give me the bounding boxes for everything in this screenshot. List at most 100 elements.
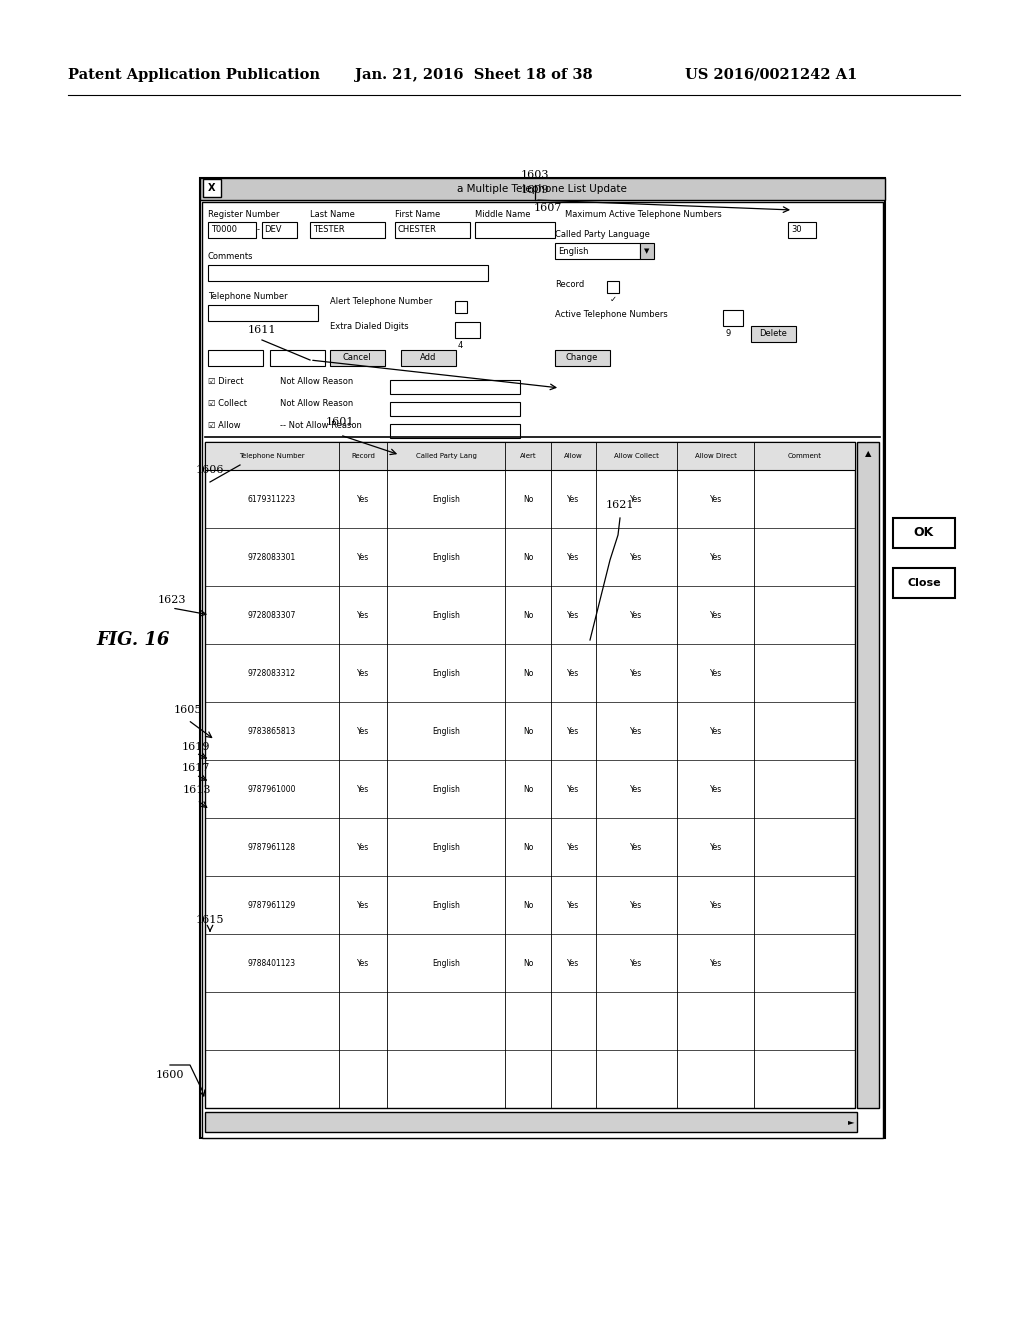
- Text: Last Name: Last Name: [310, 210, 355, 219]
- Text: 9: 9: [726, 330, 731, 338]
- Bar: [262, 222, 297, 238]
- Text: English: English: [432, 610, 460, 619]
- Text: ☑ Collect: ☑ Collect: [208, 399, 247, 408]
- Text: Yes: Yes: [567, 958, 580, 968]
- Text: English: English: [432, 958, 460, 968]
- Bar: [390, 424, 520, 438]
- Bar: [640, 243, 654, 259]
- Text: 9788401123: 9788401123: [248, 958, 296, 968]
- Bar: [205, 1111, 857, 1133]
- Text: 30: 30: [791, 226, 802, 235]
- Text: Delete: Delete: [759, 330, 786, 338]
- Text: 4: 4: [458, 342, 463, 351]
- Text: Maximum Active Telephone Numbers: Maximum Active Telephone Numbers: [565, 210, 722, 219]
- Text: 9787961000: 9787961000: [248, 784, 296, 793]
- Text: 1617: 1617: [182, 763, 210, 774]
- Text: Yes: Yes: [567, 842, 580, 851]
- Text: 9787961129: 9787961129: [248, 900, 296, 909]
- Text: Close: Close: [907, 578, 941, 587]
- Text: Comment: Comment: [787, 453, 821, 459]
- Text: Active Telephone Numbers: Active Telephone Numbers: [555, 310, 668, 319]
- Text: Yes: Yes: [710, 900, 722, 909]
- Text: Yes: Yes: [631, 958, 643, 968]
- Text: English: English: [558, 247, 589, 256]
- Text: Alert: Alert: [519, 453, 537, 459]
- Text: 9783865813: 9783865813: [248, 726, 296, 735]
- Bar: [202, 202, 883, 1138]
- Text: Yes: Yes: [357, 668, 370, 677]
- Bar: [857, 442, 879, 1107]
- Text: Yes: Yes: [567, 900, 580, 909]
- Text: Yes: Yes: [567, 784, 580, 793]
- Text: Yes: Yes: [567, 668, 580, 677]
- Text: ▼: ▼: [644, 248, 649, 253]
- Text: Yes: Yes: [631, 495, 643, 503]
- Bar: [788, 222, 816, 238]
- Bar: [200, 178, 885, 1138]
- Text: No: No: [523, 784, 534, 793]
- Text: 1621: 1621: [606, 500, 634, 510]
- Text: 1603: 1603: [521, 170, 549, 180]
- Text: -- Not Allow Reason: -- Not Allow Reason: [280, 421, 361, 430]
- Text: English: English: [432, 842, 460, 851]
- Text: 9728083307: 9728083307: [248, 610, 296, 619]
- Text: -: -: [257, 226, 260, 235]
- Text: Yes: Yes: [357, 726, 370, 735]
- Text: Patent Application Publication: Patent Application Publication: [68, 69, 319, 82]
- Text: Yes: Yes: [710, 553, 722, 561]
- Bar: [893, 517, 955, 548]
- Text: Yes: Yes: [567, 610, 580, 619]
- Text: Yes: Yes: [710, 495, 722, 503]
- Text: Alert Telephone Number: Alert Telephone Number: [330, 297, 432, 306]
- Bar: [202, 202, 883, 1138]
- Text: Yes: Yes: [631, 610, 643, 619]
- Bar: [751, 326, 796, 342]
- Bar: [555, 243, 640, 259]
- Bar: [893, 568, 955, 598]
- Bar: [330, 350, 385, 366]
- Bar: [390, 403, 520, 416]
- Text: ☑ Direct: ☑ Direct: [208, 378, 244, 385]
- Bar: [555, 350, 610, 366]
- Text: ✓: ✓: [609, 294, 616, 304]
- Text: TESTER: TESTER: [313, 226, 345, 235]
- Text: Allow: Allow: [564, 453, 583, 459]
- Bar: [455, 322, 480, 338]
- Text: Yes: Yes: [357, 900, 370, 909]
- Text: 1609: 1609: [521, 185, 549, 195]
- Text: 9787961128: 9787961128: [248, 842, 296, 851]
- Text: 1619: 1619: [181, 742, 210, 752]
- Text: 1601: 1601: [326, 417, 354, 426]
- Text: 1607: 1607: [534, 203, 562, 213]
- Bar: [475, 222, 555, 238]
- Text: ▲: ▲: [864, 450, 871, 458]
- Text: 9728083312: 9728083312: [248, 668, 296, 677]
- Text: Yes: Yes: [710, 610, 722, 619]
- Text: Called Party Lang: Called Party Lang: [416, 453, 477, 459]
- Text: Yes: Yes: [567, 553, 580, 561]
- Text: Yes: Yes: [631, 553, 643, 561]
- Text: Not Allow Reason: Not Allow Reason: [280, 378, 353, 385]
- Bar: [310, 222, 385, 238]
- Text: 1605: 1605: [174, 705, 203, 715]
- Bar: [205, 442, 855, 470]
- Text: Add: Add: [420, 354, 436, 363]
- Text: Yes: Yes: [357, 784, 370, 793]
- Text: Allow Collect: Allow Collect: [614, 453, 659, 459]
- Text: No: No: [523, 958, 534, 968]
- Text: ►: ►: [848, 1118, 854, 1126]
- Text: First Name: First Name: [395, 210, 440, 219]
- Text: Telephone Number: Telephone Number: [208, 292, 288, 301]
- Text: CHESTER: CHESTER: [398, 226, 437, 235]
- Text: 6179311223: 6179311223: [248, 495, 296, 503]
- Text: Yes: Yes: [567, 495, 580, 503]
- Text: ☑ Allow: ☑ Allow: [208, 421, 241, 430]
- Text: No: No: [523, 668, 534, 677]
- Text: Not Allow Reason: Not Allow Reason: [280, 399, 353, 408]
- Text: Telephone Number: Telephone Number: [240, 453, 305, 459]
- Text: English: English: [432, 553, 460, 561]
- Bar: [208, 222, 256, 238]
- Text: Yes: Yes: [357, 495, 370, 503]
- Text: English: English: [432, 784, 460, 793]
- Text: FIG. 16: FIG. 16: [96, 631, 169, 649]
